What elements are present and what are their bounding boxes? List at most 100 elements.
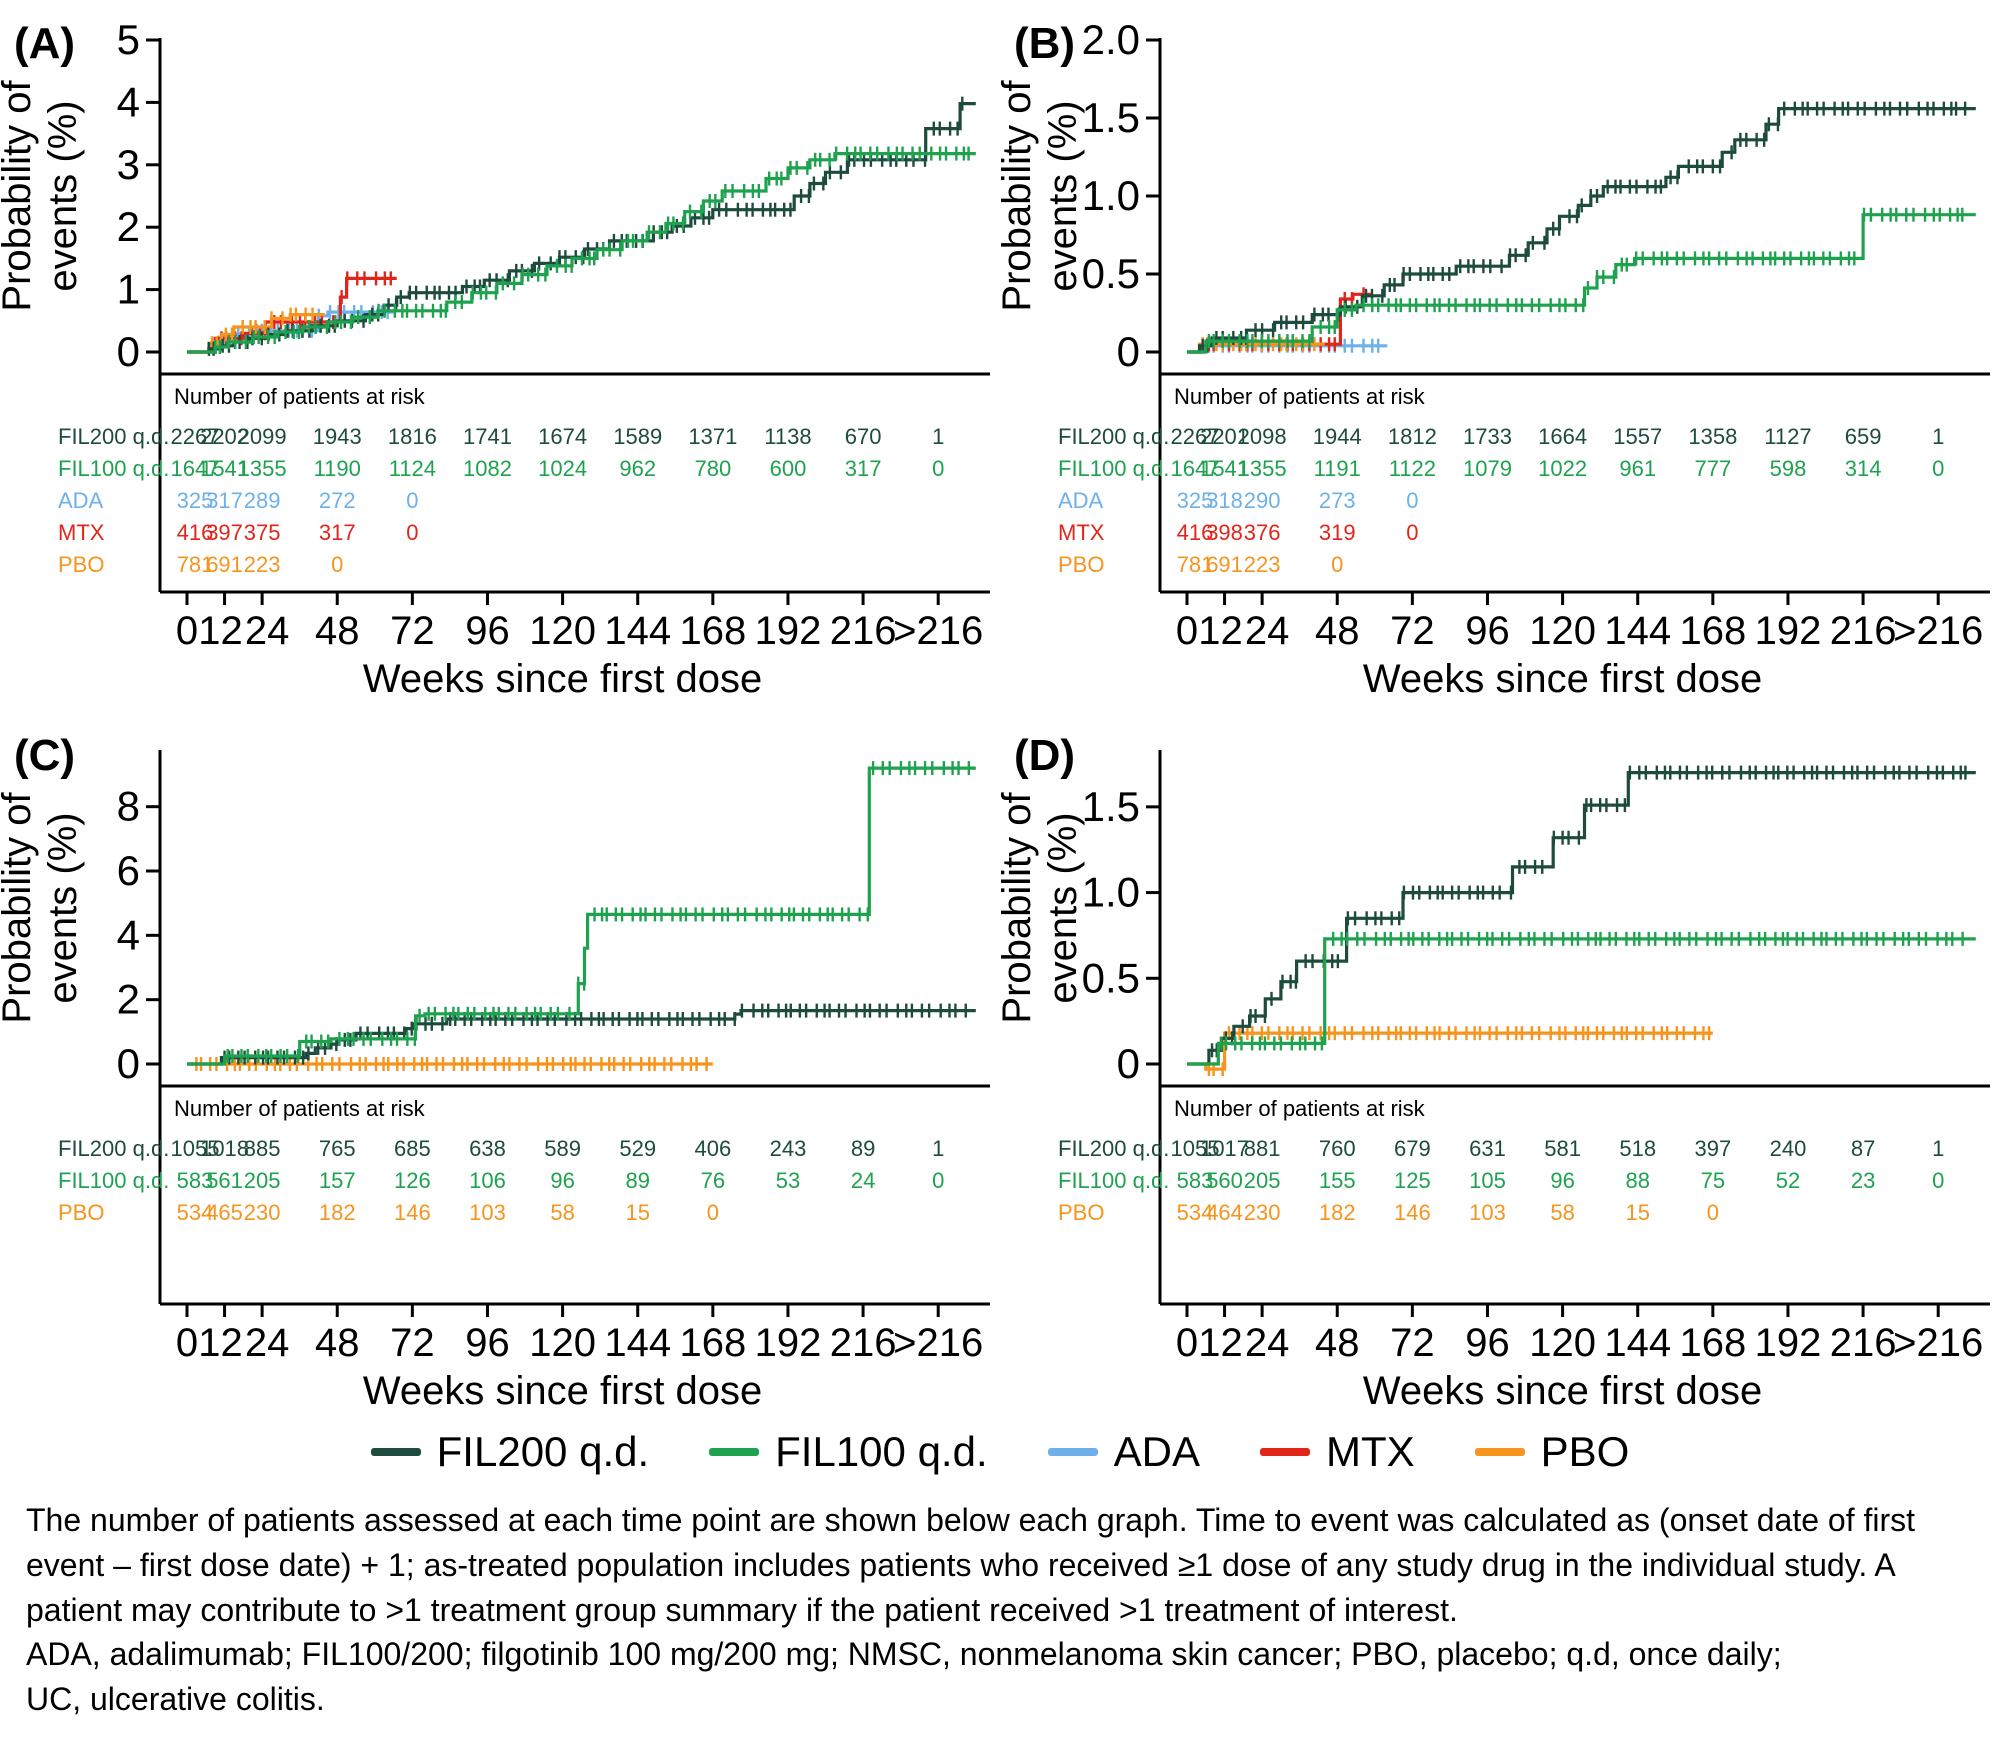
risk-value: 58 <box>1550 1200 1574 1225</box>
y-tick-label: 2 <box>117 976 140 1023</box>
risk-value: 1 <box>1932 1136 1944 1161</box>
risk-row-label-FIL100: FIL100 q.d. <box>58 1168 169 1193</box>
legend-label-mtx: MTX <box>1325 1428 1415 1475</box>
risk-value: 0 <box>932 1168 944 1193</box>
x-axis-label: Weeks since first dose <box>1363 657 1762 701</box>
x-tick-label: 48 <box>315 609 360 653</box>
risk-value: 273 <box>1319 488 1356 513</box>
y-tick-label: 1.5 <box>1082 783 1140 830</box>
risk-value: 1541 <box>200 456 249 481</box>
legend-swatch-pbo <box>1474 1448 1525 1456</box>
risk-value: 182 <box>319 1200 356 1225</box>
risk-value: 0 <box>932 456 944 481</box>
x-tick-label: 144 <box>1604 609 1671 653</box>
risk-value: 1191 <box>1314 456 1361 481</box>
x-tick-label: 120 <box>1529 609 1596 653</box>
legend-label-ada: ADA <box>1113 1428 1200 1475</box>
risk-value: 58 <box>550 1200 574 1225</box>
x-tick-label: >216 <box>893 609 983 653</box>
km-panels-grid: (A) Probability of events (%) 0 1 2 3 4 5 0 12 24 48… <box>0 16 1990 1413</box>
risk-value: 1124 <box>389 456 436 481</box>
x-tick-label: 24 <box>245 609 290 653</box>
risk-value: 157 <box>319 1168 356 1193</box>
x-tick-label: 12 <box>1198 609 1243 653</box>
y-tick-label: 3 <box>117 141 140 188</box>
risk-value: 777 <box>1694 456 1731 481</box>
y-tick-label: 4 <box>117 78 140 125</box>
x-tick-label: 120 <box>529 1321 596 1365</box>
risk-value: 314 <box>1845 456 1882 481</box>
x-tick-label: 144 <box>604 1321 671 1365</box>
risk-value: 638 <box>469 1136 506 1161</box>
risk-value: 962 <box>619 456 656 481</box>
risk-value: 0 <box>707 1200 719 1225</box>
risk-value: 659 <box>1845 424 1882 449</box>
risk-value: 685 <box>394 1136 431 1161</box>
x-tick-label: 72 <box>1390 609 1435 653</box>
risk-value: 325 <box>177 488 214 513</box>
risk-value: 87 <box>1851 1136 1875 1161</box>
svg-text:Probability of: Probability of <box>0 792 39 1024</box>
risk-value: 240 <box>1770 1136 1807 1161</box>
y-tick-label: 5 <box>117 16 140 63</box>
series-line-FIL200 <box>1187 771 1976 1066</box>
x-tick-label: 0 <box>176 609 198 653</box>
curves <box>1187 765 1976 1076</box>
risk-value: 518 <box>1619 1136 1656 1161</box>
x-tick-label: 48 <box>315 1321 360 1365</box>
x-tick-label: 48 <box>1315 609 1360 653</box>
risk-table-header: Number of patients at risk <box>174 1096 426 1121</box>
risk-value: 464 <box>1206 1200 1243 1225</box>
x-tick-label: >216 <box>1893 1321 1983 1365</box>
risk-value: 780 <box>694 456 731 481</box>
risk-value: 317 <box>845 456 882 481</box>
risk-value: 2201 <box>1200 424 1249 449</box>
censor-ticks-FIL200 <box>223 1003 967 1065</box>
figure-legend: FIL200 q.d. FIL100 q.d. ADA MTX PBO <box>0 1424 2000 1480</box>
y-tick-label: 6 <box>117 847 140 894</box>
x-tick-label: 12 <box>1198 1321 1243 1365</box>
legend-swatch-fil200 <box>370 1448 421 1456</box>
risk-value: 317 <box>206 488 243 513</box>
risk-value: 561 <box>206 1168 243 1193</box>
risk-row-label-MTX: MTX <box>58 520 105 545</box>
risk-value: 126 <box>394 1168 431 1193</box>
risk-value: 583 <box>177 1168 214 1193</box>
risk-value: 1055 <box>1171 1136 1220 1161</box>
risk-value: 397 <box>1694 1136 1731 1161</box>
risk-value: 765 <box>319 1136 356 1161</box>
risk-value: 0 <box>1406 488 1418 513</box>
x-tick-label: 72 <box>1390 1321 1435 1365</box>
svg-text:Probability of: Probability of <box>1000 80 1039 312</box>
x-tick-label: 96 <box>1465 1321 1510 1365</box>
x-tick-label: 0 <box>1176 609 1198 653</box>
risk-value: 230 <box>1244 1200 1281 1225</box>
censor-ticks-PBO <box>1207 1026 1711 1076</box>
risk-value: 205 <box>1244 1168 1281 1193</box>
risk-value: 375 <box>244 520 281 545</box>
y-tick-label: 1.0 <box>1082 869 1140 916</box>
y-tick-label: 1.0 <box>1082 172 1140 219</box>
risk-value: 1943 <box>313 424 362 449</box>
curves <box>187 96 976 356</box>
risk-row-label-ADA: ADA <box>58 488 104 513</box>
risk-value: 125 <box>1394 1168 1431 1193</box>
x-tick-label: 96 <box>465 1321 510 1365</box>
risk-value: 0 <box>1932 456 1944 481</box>
figure-caption: The number of patients assessed at each … <box>26 1498 1974 1722</box>
series-line-FIL100 <box>1187 213 1976 354</box>
y-tick-label: 0 <box>117 328 140 375</box>
risk-value: 781 <box>1177 552 1214 577</box>
risk-value: 1024 <box>538 456 587 481</box>
caption-paragraph-2: ADA, adalimumab; FIL100/200; filgotinib … <box>26 1636 1782 1673</box>
risk-value: 465 <box>206 1200 243 1225</box>
censor-ticks-PBO <box>195 1057 708 1071</box>
risk-value: 1647 <box>171 456 220 481</box>
x-tick-label: 168 <box>679 1321 746 1365</box>
risk-value: 0 <box>1406 520 1418 545</box>
risk-value: 2202 <box>200 424 249 449</box>
x-tick-label: 216 <box>830 1321 897 1365</box>
